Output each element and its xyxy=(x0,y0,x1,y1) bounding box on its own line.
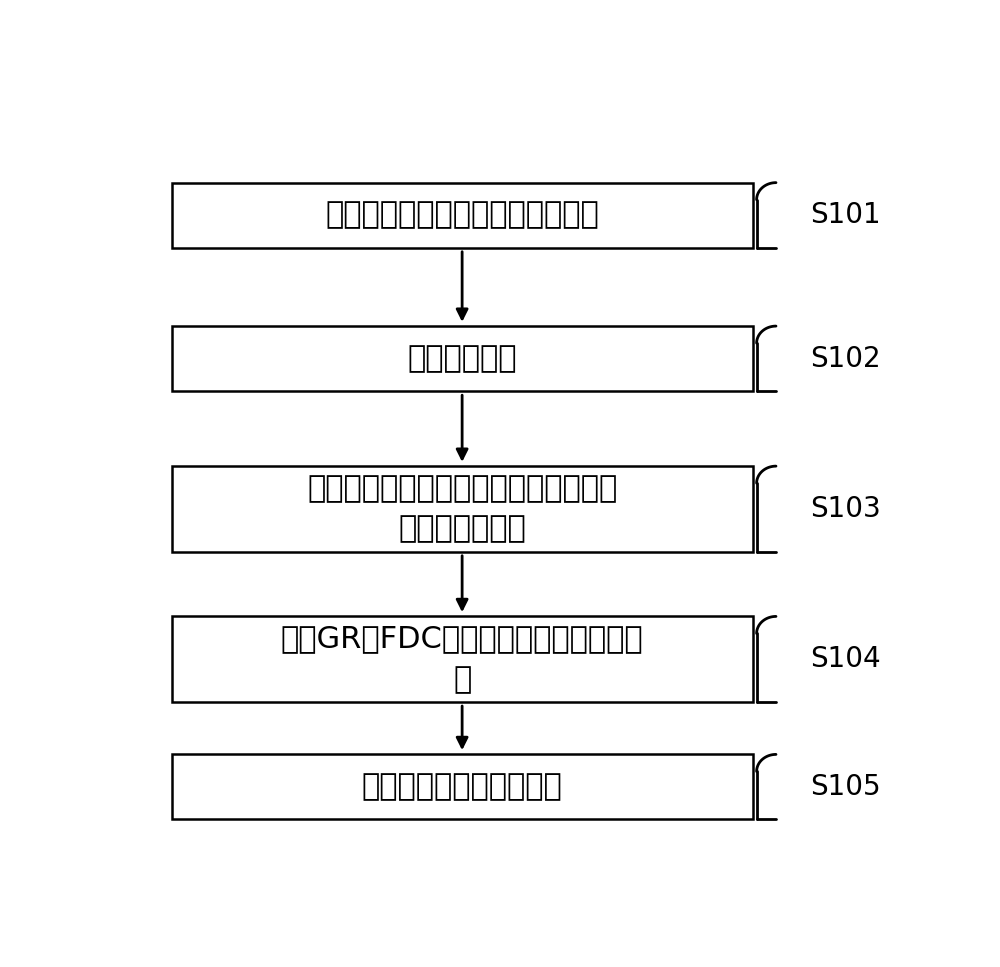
Text: 页岩岩性测井判别及应用: 页岩岩性测井判别及应用 xyxy=(362,773,562,802)
Text: 页岩岩性划分: 页岩岩性划分 xyxy=(407,344,517,373)
Text: S104: S104 xyxy=(810,645,881,673)
Bar xyxy=(172,466,753,551)
Text: S103: S103 xyxy=(810,495,881,523)
Bar xyxy=(172,183,753,248)
Bar xyxy=(172,326,753,391)
Text: S105: S105 xyxy=(810,773,881,801)
Text: S101: S101 xyxy=(810,201,881,229)
Text: 确定生物成因硅质发育的判别标准: 确定生物成因硅质发育的判别标准 xyxy=(325,200,599,229)
Text: 测井曲线响应分析，建立硅质页岩和泥
质灰岩判别标准: 测井曲线响应分析，建立硅质页岩和泥 质灰岩判别标准 xyxy=(307,474,617,543)
Text: 联合GR和FDC建立其他类型页岩判别标
准: 联合GR和FDC建立其他类型页岩判别标 准 xyxy=(281,625,643,694)
Bar xyxy=(172,754,753,819)
Text: S102: S102 xyxy=(810,344,881,372)
Bar xyxy=(172,616,753,702)
